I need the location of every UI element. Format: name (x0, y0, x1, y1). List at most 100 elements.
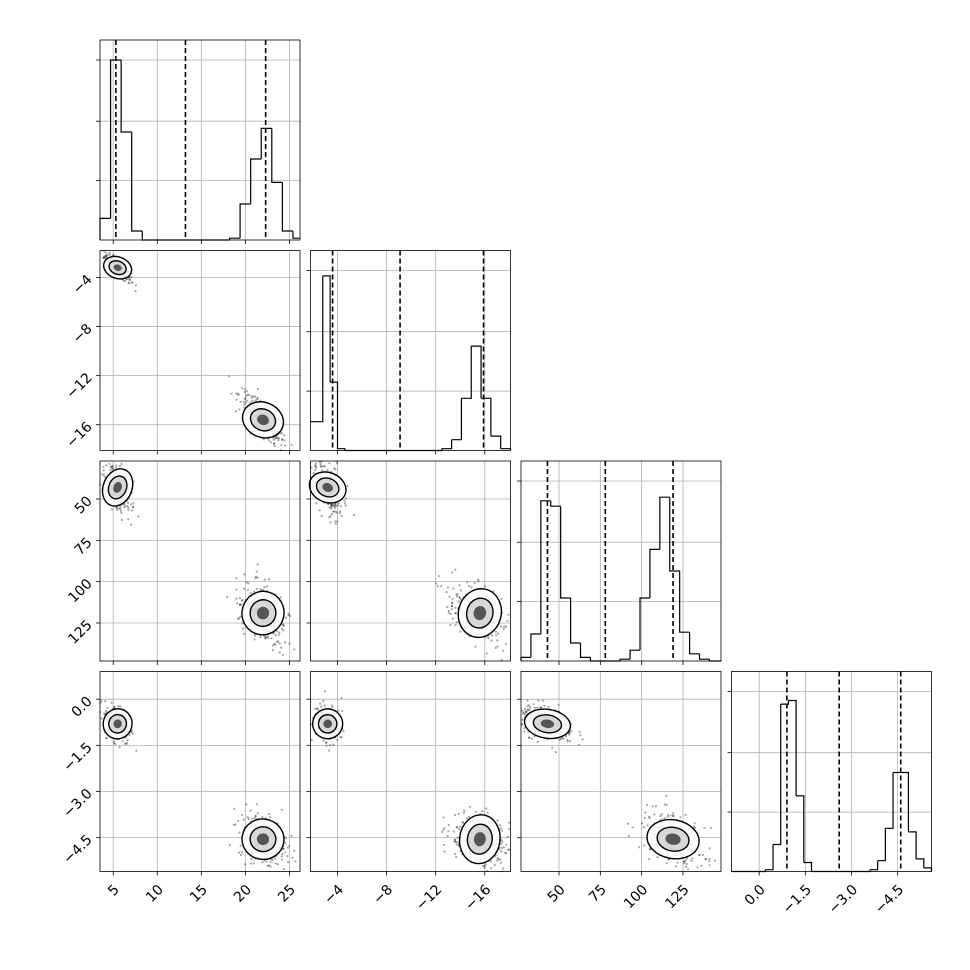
sample-point (131, 281, 134, 284)
sample-point (501, 840, 504, 843)
hist-bin (869, 860, 879, 871)
sample-point (669, 814, 672, 817)
sample-point (454, 840, 457, 844)
sample-point (504, 642, 508, 646)
sample-point (536, 740, 539, 744)
sample-point (235, 577, 238, 580)
hist-bin (451, 398, 463, 441)
sample-point (709, 826, 713, 830)
sample-point (489, 867, 493, 870)
sample-point (643, 816, 646, 820)
sample-point (293, 849, 296, 852)
sample-point (254, 399, 257, 402)
sample-point (240, 599, 244, 603)
sample-point (523, 707, 527, 711)
contour-outer (646, 818, 700, 860)
sample-point (466, 817, 469, 820)
sample-point (104, 710, 108, 713)
sample-point (280, 646, 283, 649)
sample-point (127, 276, 130, 280)
sample-point (704, 858, 707, 861)
sample-point (578, 730, 581, 733)
sample-point (323, 704, 326, 707)
sample-point (278, 642, 281, 645)
sample-point (334, 520, 337, 523)
sample-point (280, 855, 283, 858)
sample-point (713, 859, 717, 862)
sample-point (246, 589, 249, 592)
sample-point (242, 400, 245, 403)
sample-point (129, 523, 133, 526)
sample-point (484, 863, 487, 866)
sample-point (102, 474, 105, 477)
sample-point (700, 864, 703, 867)
sample-point (320, 705, 323, 708)
sample-point (127, 282, 130, 285)
sample-point (125, 742, 128, 746)
sample-point (314, 466, 318, 469)
hist-bin (330, 381, 339, 449)
sample-point (458, 825, 461, 828)
sample-point (506, 835, 509, 839)
sample-point (682, 862, 686, 865)
sample-point (631, 826, 634, 829)
xtick-label-p2-0: 50 (545, 882, 569, 906)
sample-point (455, 621, 458, 624)
sample-point (641, 822, 644, 825)
sample-point (234, 823, 237, 826)
sample-point (708, 847, 711, 850)
sample-point (456, 841, 459, 844)
sample-point (131, 732, 134, 735)
sample-point (442, 816, 445, 819)
ytick-label-p2-0: 50 (72, 493, 96, 517)
sample-point (112, 253, 115, 256)
sample-point (647, 815, 651, 818)
sample-point (453, 840, 456, 843)
sample-point (286, 846, 290, 849)
hist-bin (803, 861, 813, 872)
sample-point (696, 866, 699, 869)
sample-point (261, 861, 264, 864)
sample-point (458, 600, 461, 603)
density-frame (520, 671, 722, 872)
sample-point (474, 645, 477, 648)
ytick-label-p2-1: 75 (72, 535, 96, 559)
sample-point (455, 826, 458, 829)
sample-point (253, 817, 256, 820)
sample-point (524, 710, 527, 713)
sample-point (687, 868, 690, 871)
sample-point (241, 622, 244, 625)
sample-point (454, 838, 457, 841)
sample-point (272, 438, 275, 441)
sample-point (477, 580, 480, 583)
sample-point (443, 850, 446, 853)
sample-point (274, 862, 277, 865)
sample-point (277, 633, 280, 636)
sample-point (676, 861, 679, 864)
density-core (540, 719, 555, 729)
density-panel-p1-p3 (306, 671, 511, 876)
sample-point (276, 863, 279, 866)
sample-point (499, 827, 503, 830)
sample-point (271, 644, 275, 647)
sample-point (271, 858, 274, 861)
sample-point (505, 852, 508, 855)
sample-point (254, 815, 257, 818)
sample-point (264, 636, 267, 639)
sample-point (539, 706, 542, 709)
hist-bin (292, 231, 300, 239)
sample-point (279, 596, 282, 599)
sample-point (466, 581, 469, 584)
sample-point (119, 705, 122, 708)
sample-point (675, 865, 678, 868)
hist-bin (923, 867, 933, 872)
sample-point (290, 834, 293, 837)
sample-point (265, 860, 268, 863)
sample-point (269, 861, 272, 864)
sample-point (105, 254, 108, 257)
sample-point (443, 843, 446, 847)
sample-point (554, 751, 557, 754)
sample-point (123, 506, 126, 509)
sample-point (334, 502, 337, 505)
xtick-label-p3-1: −1.5 (780, 882, 815, 917)
